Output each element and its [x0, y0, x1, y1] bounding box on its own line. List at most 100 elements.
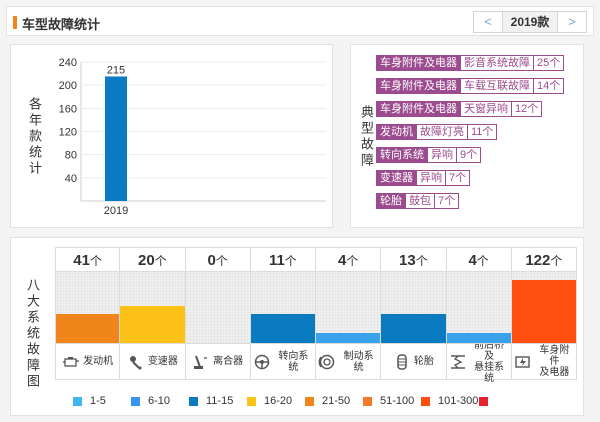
fault-system: 车身附件及电器 — [377, 79, 460, 93]
fault-system: 车身附件及电器 — [377, 56, 460, 70]
system-bar[interactable] — [316, 332, 381, 343]
legend-label: 11-15 — [206, 395, 234, 407]
system-count-unit: 个 — [284, 254, 297, 268]
fault-tag[interactable]: 发动机 故障灯亮 11个 — [376, 124, 498, 140]
fault-count: 12个 — [511, 102, 542, 116]
year-bar-chart: 40 80 120 160 200 240 215 2019 — [59, 57, 326, 217]
gearbox-icon — [127, 354, 145, 370]
system-column[interactable]: 20个变速器 — [120, 247, 186, 380]
system-count: 122个 — [511, 247, 576, 272]
clutch-icon — [192, 354, 210, 370]
fault-tag[interactable]: 转向系统 异响 9个 — [376, 147, 482, 163]
fault-system: 变速器 — [377, 171, 416, 185]
fault-description: 异响 — [427, 148, 456, 162]
system-bar[interactable] — [120, 305, 185, 343]
system-label: 转向系统 — [250, 344, 315, 380]
fault-tag[interactable]: 轮胎 鼓包 7个 — [376, 193, 460, 209]
system-bar[interactable] — [381, 314, 446, 343]
fault-description: 故障灯亮 — [416, 125, 467, 139]
system-name: 前后桥及 悬挂系统 — [474, 339, 505, 384]
brake-icon — [318, 354, 336, 370]
legend-label: 51-100 — [380, 395, 415, 407]
fault-description: 天窗异响 — [460, 102, 511, 116]
system-label: 前后桥及 悬挂系统 — [446, 340, 511, 384]
system-count: 4个 — [316, 247, 381, 272]
year-bar[interactable] — [105, 76, 127, 201]
fault-count: 7个 — [445, 171, 470, 185]
legend-item: 1-5 — [73, 395, 131, 407]
legend-item: 101-300 — [421, 395, 479, 407]
system-name: 发动机 — [83, 356, 114, 367]
system-bar-area — [446, 272, 511, 344]
y-tick-label: 80 — [65, 150, 77, 162]
system-count-unit: 个 — [550, 254, 563, 268]
legend-swatch — [189, 396, 198, 406]
system-count-unit: 个 — [346, 254, 359, 268]
typical-faults-label: 典型故障 — [359, 105, 374, 169]
legend-label: 1-5 — [90, 395, 106, 407]
system-count-unit: 个 — [415, 254, 428, 268]
system-bar-area — [56, 272, 120, 344]
system-label: 车身附件 及电器 — [511, 344, 576, 380]
system-column[interactable]: 4个 前后桥及 悬挂系统 — [446, 247, 512, 384]
system-bar[interactable] — [511, 279, 576, 343]
eight-systems-panel: 八大系统故障图 41个 发动机 20个 变速器 0个 离合器 11个 转向系统 4个 制动系统 13… — [10, 237, 584, 416]
fault-tag[interactable]: 车身附件及电器 影音系统故障 25个 — [376, 55, 565, 71]
legend-swatch — [305, 396, 314, 406]
system-label: 发动机 — [56, 344, 120, 380]
system-column[interactable]: 122个车身附件 及电器 — [511, 247, 577, 380]
system-name: 车身附件 及电器 — [539, 345, 570, 378]
next-year-button[interactable]: > — [558, 12, 586, 32]
system-count-value: 13 — [399, 252, 416, 269]
system-label: 变速器 — [120, 344, 185, 380]
system-name: 变速器 — [147, 356, 178, 367]
year-selected-tab[interactable]: 2019款 — [502, 12, 558, 32]
system-bar-area — [381, 272, 446, 344]
fault-count: 7个 — [434, 194, 459, 208]
bar-value-label: 215 — [107, 64, 125, 76]
fault-tag[interactable]: 车身附件及电器 车载互联故障 14个 — [376, 78, 565, 94]
system-count: 20个 — [120, 247, 185, 272]
title-accent-bar — [13, 16, 17, 29]
fault-tag-list: 车身附件及电器 影音系统故障 25个 车身附件及电器 车载互联故障 14个 车身附件及电器天… — [376, 55, 576, 216]
system-label: 制动系统 — [316, 344, 381, 380]
system-bar-area — [120, 272, 185, 344]
legend-swatch — [73, 396, 82, 406]
fault-system: 轮胎 — [377, 194, 405, 208]
legend-label: 101-300 — [438, 395, 479, 407]
prev-year-button[interactable]: < — [474, 12, 502, 32]
system-count: 13个 — [381, 247, 446, 272]
page-title: 车型故障统计 — [22, 17, 101, 32]
system-column[interactable]: 11个转向系统 — [250, 247, 316, 380]
system-name: 离合器 — [213, 356, 244, 367]
system-count: 11个 — [250, 247, 315, 272]
system-column[interactable]: 4个制动系统 — [316, 247, 382, 380]
fault-description: 影音系统故障 — [460, 56, 533, 70]
legend-item: 6-10 — [131, 395, 189, 407]
fault-system: 发动机 — [377, 125, 416, 139]
tire-icon — [393, 353, 411, 370]
fault-count: 25个 — [533, 56, 564, 70]
system-column[interactable]: 41个 发动机 — [55, 247, 121, 380]
fault-description: 车载互联故障 — [460, 79, 533, 93]
fault-description: 异响 — [416, 171, 445, 185]
system-label: 轮胎 — [381, 344, 446, 380]
legend-item: 11-15 — [189, 395, 247, 407]
system-count-value: 4 — [337, 252, 347, 269]
fault-tag[interactable]: 车身附件及电器 天窗异响 12个 — [376, 101, 543, 117]
system-bar[interactable] — [56, 314, 120, 343]
system-column[interactable]: 0个离合器 — [185, 247, 251, 380]
legend-swatch — [247, 396, 256, 406]
system-bar-area — [511, 272, 576, 344]
system-bar[interactable] — [250, 314, 315, 343]
system-bar-area — [316, 272, 381, 344]
eight-systems-label: 八大系统故障图 — [25, 278, 40, 390]
fault-tag[interactable]: 变速器 异响 7个 — [376, 170, 471, 186]
system-bar[interactable] — [446, 332, 511, 343]
x-tick-label: 2019 — [104, 205, 128, 217]
system-count: 0个 — [185, 247, 250, 272]
system-name: 轮胎 — [413, 356, 434, 367]
system-column[interactable]: 13个轮胎 — [381, 247, 447, 380]
y-tick-label: 160 — [59, 103, 77, 115]
system-count-value: 122 — [525, 252, 551, 269]
